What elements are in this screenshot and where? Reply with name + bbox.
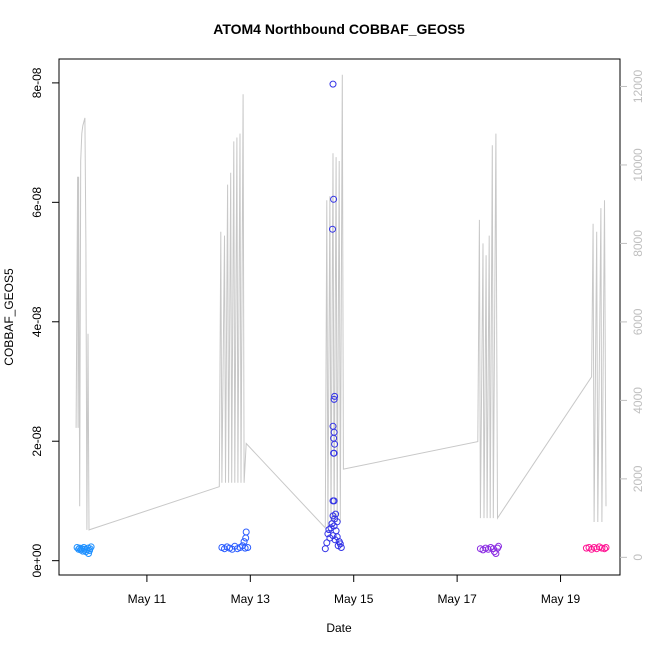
data-point-s1-p10 [240,538,248,546]
y2-tick-label: 6000 [631,308,645,335]
data-point-s2-p3 [325,526,333,534]
data-point-s2-p32 [333,518,341,526]
data-point-s2-p7 [329,532,337,540]
data-point-s2-p28 [330,497,338,505]
y-axis-left: 0e+00 2e-08 4e-08 6e-08 8e-08 [30,67,59,578]
data-point-s4-p7 [601,545,608,553]
y2-tick-label: 12000 [631,69,645,103]
scatter-points-layer [73,80,610,557]
y2-tick-label: 10000 [631,148,645,182]
y-tick-label: 2e-08 [30,426,44,457]
data-point-s2-p17 [330,195,338,203]
x-axis: May 11 May 13 May 15 May 17 May 19 [128,575,581,606]
x-tick-label: May 13 [231,592,271,606]
data-point-s2-p15 [337,544,345,551]
data-point-s0-p13 [86,545,94,553]
data-point-s1-p9 [241,544,249,552]
data-point-s0-p14 [87,543,95,551]
y-tick-label: 6e-08 [30,187,44,218]
y-tick-label: 0e+00 [30,543,44,577]
y-axis-title: COBBAF_GEOS5 [2,268,16,366]
data-point-s2-p14 [336,540,344,548]
data-point-s2-p20 [330,395,338,403]
data-point-s1-p11 [242,534,250,542]
y-axis-right: 0 2000 4000 6000 8000 10000 12000 [620,69,645,561]
x-tick-label: May 19 [541,592,581,606]
data-point-s0-p11 [85,550,92,557]
data-point-s2-p19 [331,392,339,400]
data-point-s4-p6 [598,544,606,552]
data-point-s2-p0 [321,545,329,553]
data-point-s4-p0 [582,544,590,552]
y2-tick-label: 4000 [631,387,645,414]
data-point-s2-p18 [329,225,336,233]
secondary-series-line [75,74,607,531]
plot-frame [58,58,621,576]
y2-tick-label: 8000 [631,230,645,257]
data-point-s3-p9 [495,542,502,550]
data-point-s2-p1 [323,539,331,547]
x-axis-title: Date [326,621,352,635]
data-point-s0-p5 [79,547,87,555]
secondary-line-layer [75,74,607,531]
y-tick-label: 4e-08 [30,306,44,337]
data-point-s0-p0 [73,544,81,551]
data-point-s2-p31 [332,510,340,518]
data-point-s2-p24 [331,440,339,448]
data-point-s2-p26 [330,449,338,457]
y2-tick-label: 0 [631,554,645,561]
chart-title: ATOM4 Northbound COBBAF_GEOS5 [213,21,465,37]
y2-tick-label: 2000 [631,465,645,492]
data-point-s2-p16 [329,80,337,88]
x-tick-label: May 11 [128,592,167,606]
data-point-s1-p13 [244,544,252,551]
y-tick-label: 8e-08 [30,67,44,98]
x-tick-label: May 15 [334,592,374,606]
x-tick-label: May 17 [437,592,477,606]
data-point-s4-p8 [602,544,610,551]
data-point-s1-p12 [242,528,250,536]
